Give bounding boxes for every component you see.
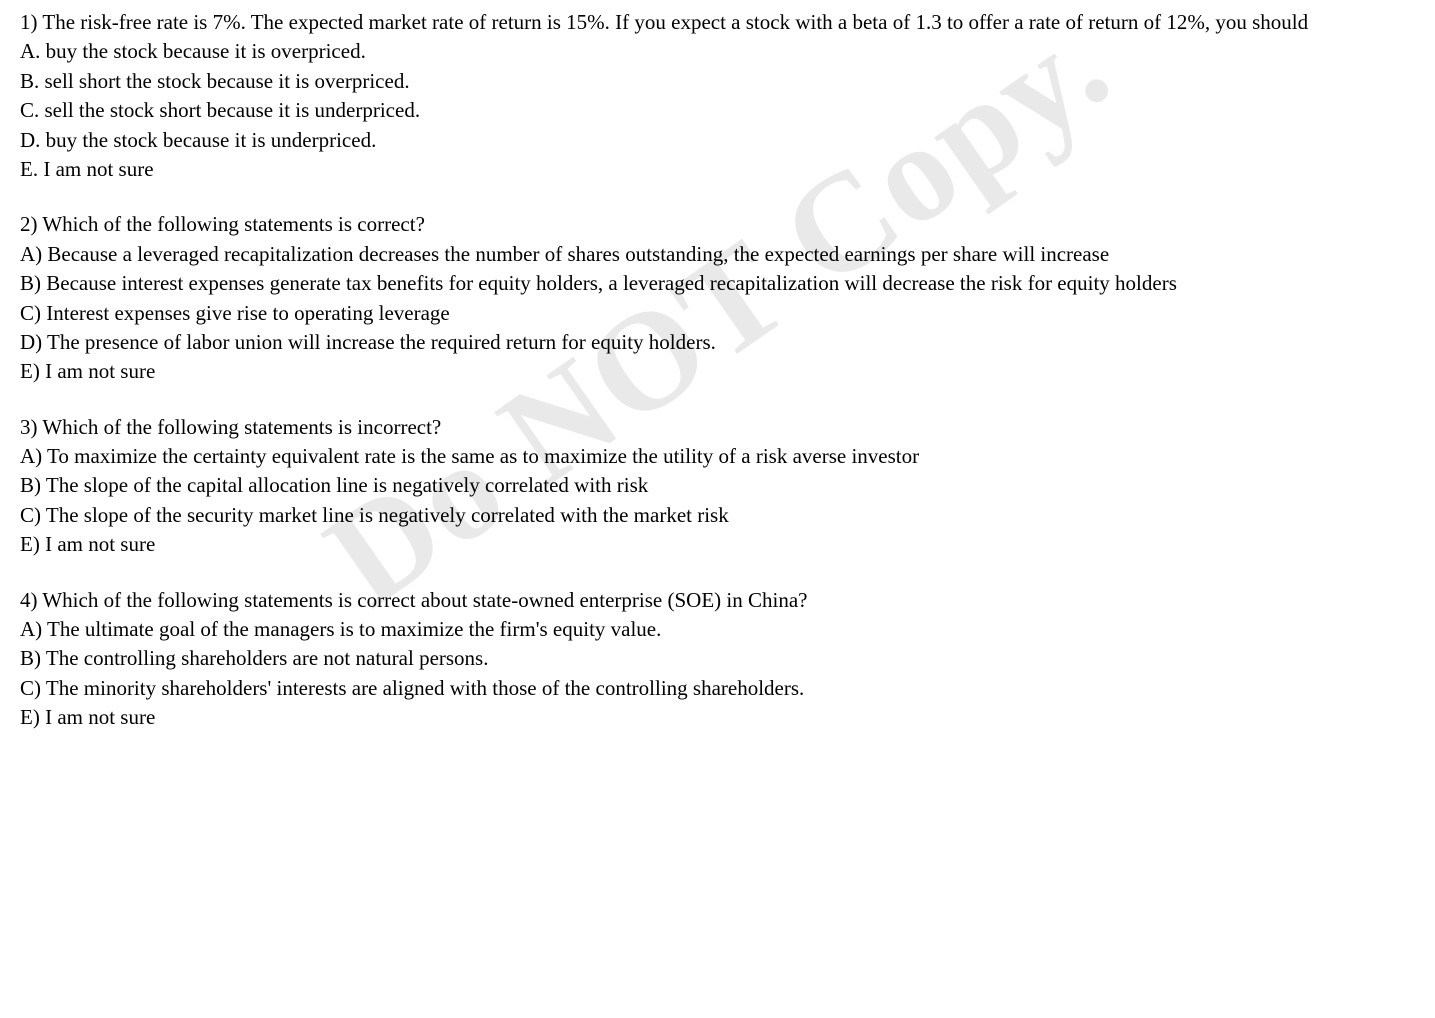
document-content: 1) The risk-free rate is 7%. The expecte… [20, 8, 1415, 733]
question-1-option-a: A. buy the stock because it is overprice… [20, 37, 1415, 66]
question-2: 2) Which of the following statements is … [20, 210, 1415, 386]
question-3: 3) Which of the following statements is … [20, 413, 1415, 560]
question-2-option-d: D) The presence of labor union will incr… [20, 328, 1415, 357]
question-1: 1) The risk-free rate is 7%. The expecte… [20, 8, 1415, 184]
question-2-option-b: B) Because interest expenses generate ta… [20, 269, 1415, 298]
question-4-option-c: C) The minority shareholders' interests … [20, 674, 1415, 703]
question-3-option-c: C) The slope of the security market line… [20, 501, 1415, 530]
question-3-prompt: 3) Which of the following statements is … [20, 413, 1415, 442]
question-1-prompt: 1) The risk-free rate is 7%. The expecte… [20, 8, 1415, 37]
question-2-option-a: A) Because a leveraged recapitalization … [20, 240, 1415, 269]
question-4-option-e: E) I am not sure [20, 703, 1415, 732]
question-2-prompt: 2) Which of the following statements is … [20, 210, 1415, 239]
question-3-option-b: B) The slope of the capital allocation l… [20, 471, 1415, 500]
question-4-prompt: 4) Which of the following statements is … [20, 586, 1415, 615]
question-3-option-a: A) To maximize the certainty equivalent … [20, 442, 1415, 471]
question-4: 4) Which of the following statements is … [20, 586, 1415, 733]
question-4-option-b: B) The controlling shareholders are not … [20, 644, 1415, 673]
question-2-option-e: E) I am not sure [20, 357, 1415, 386]
question-3-option-e: E) I am not sure [20, 530, 1415, 559]
question-2-option-c: C) Interest expenses give rise to operat… [20, 299, 1415, 328]
question-1-option-c: C. sell the stock short because it is un… [20, 96, 1415, 125]
question-1-option-d: D. buy the stock because it is underpric… [20, 126, 1415, 155]
question-4-option-a: A) The ultimate goal of the managers is … [20, 615, 1415, 644]
question-1-option-b: B. sell short the stock because it is ov… [20, 67, 1415, 96]
question-1-option-e: E. I am not sure [20, 155, 1415, 184]
